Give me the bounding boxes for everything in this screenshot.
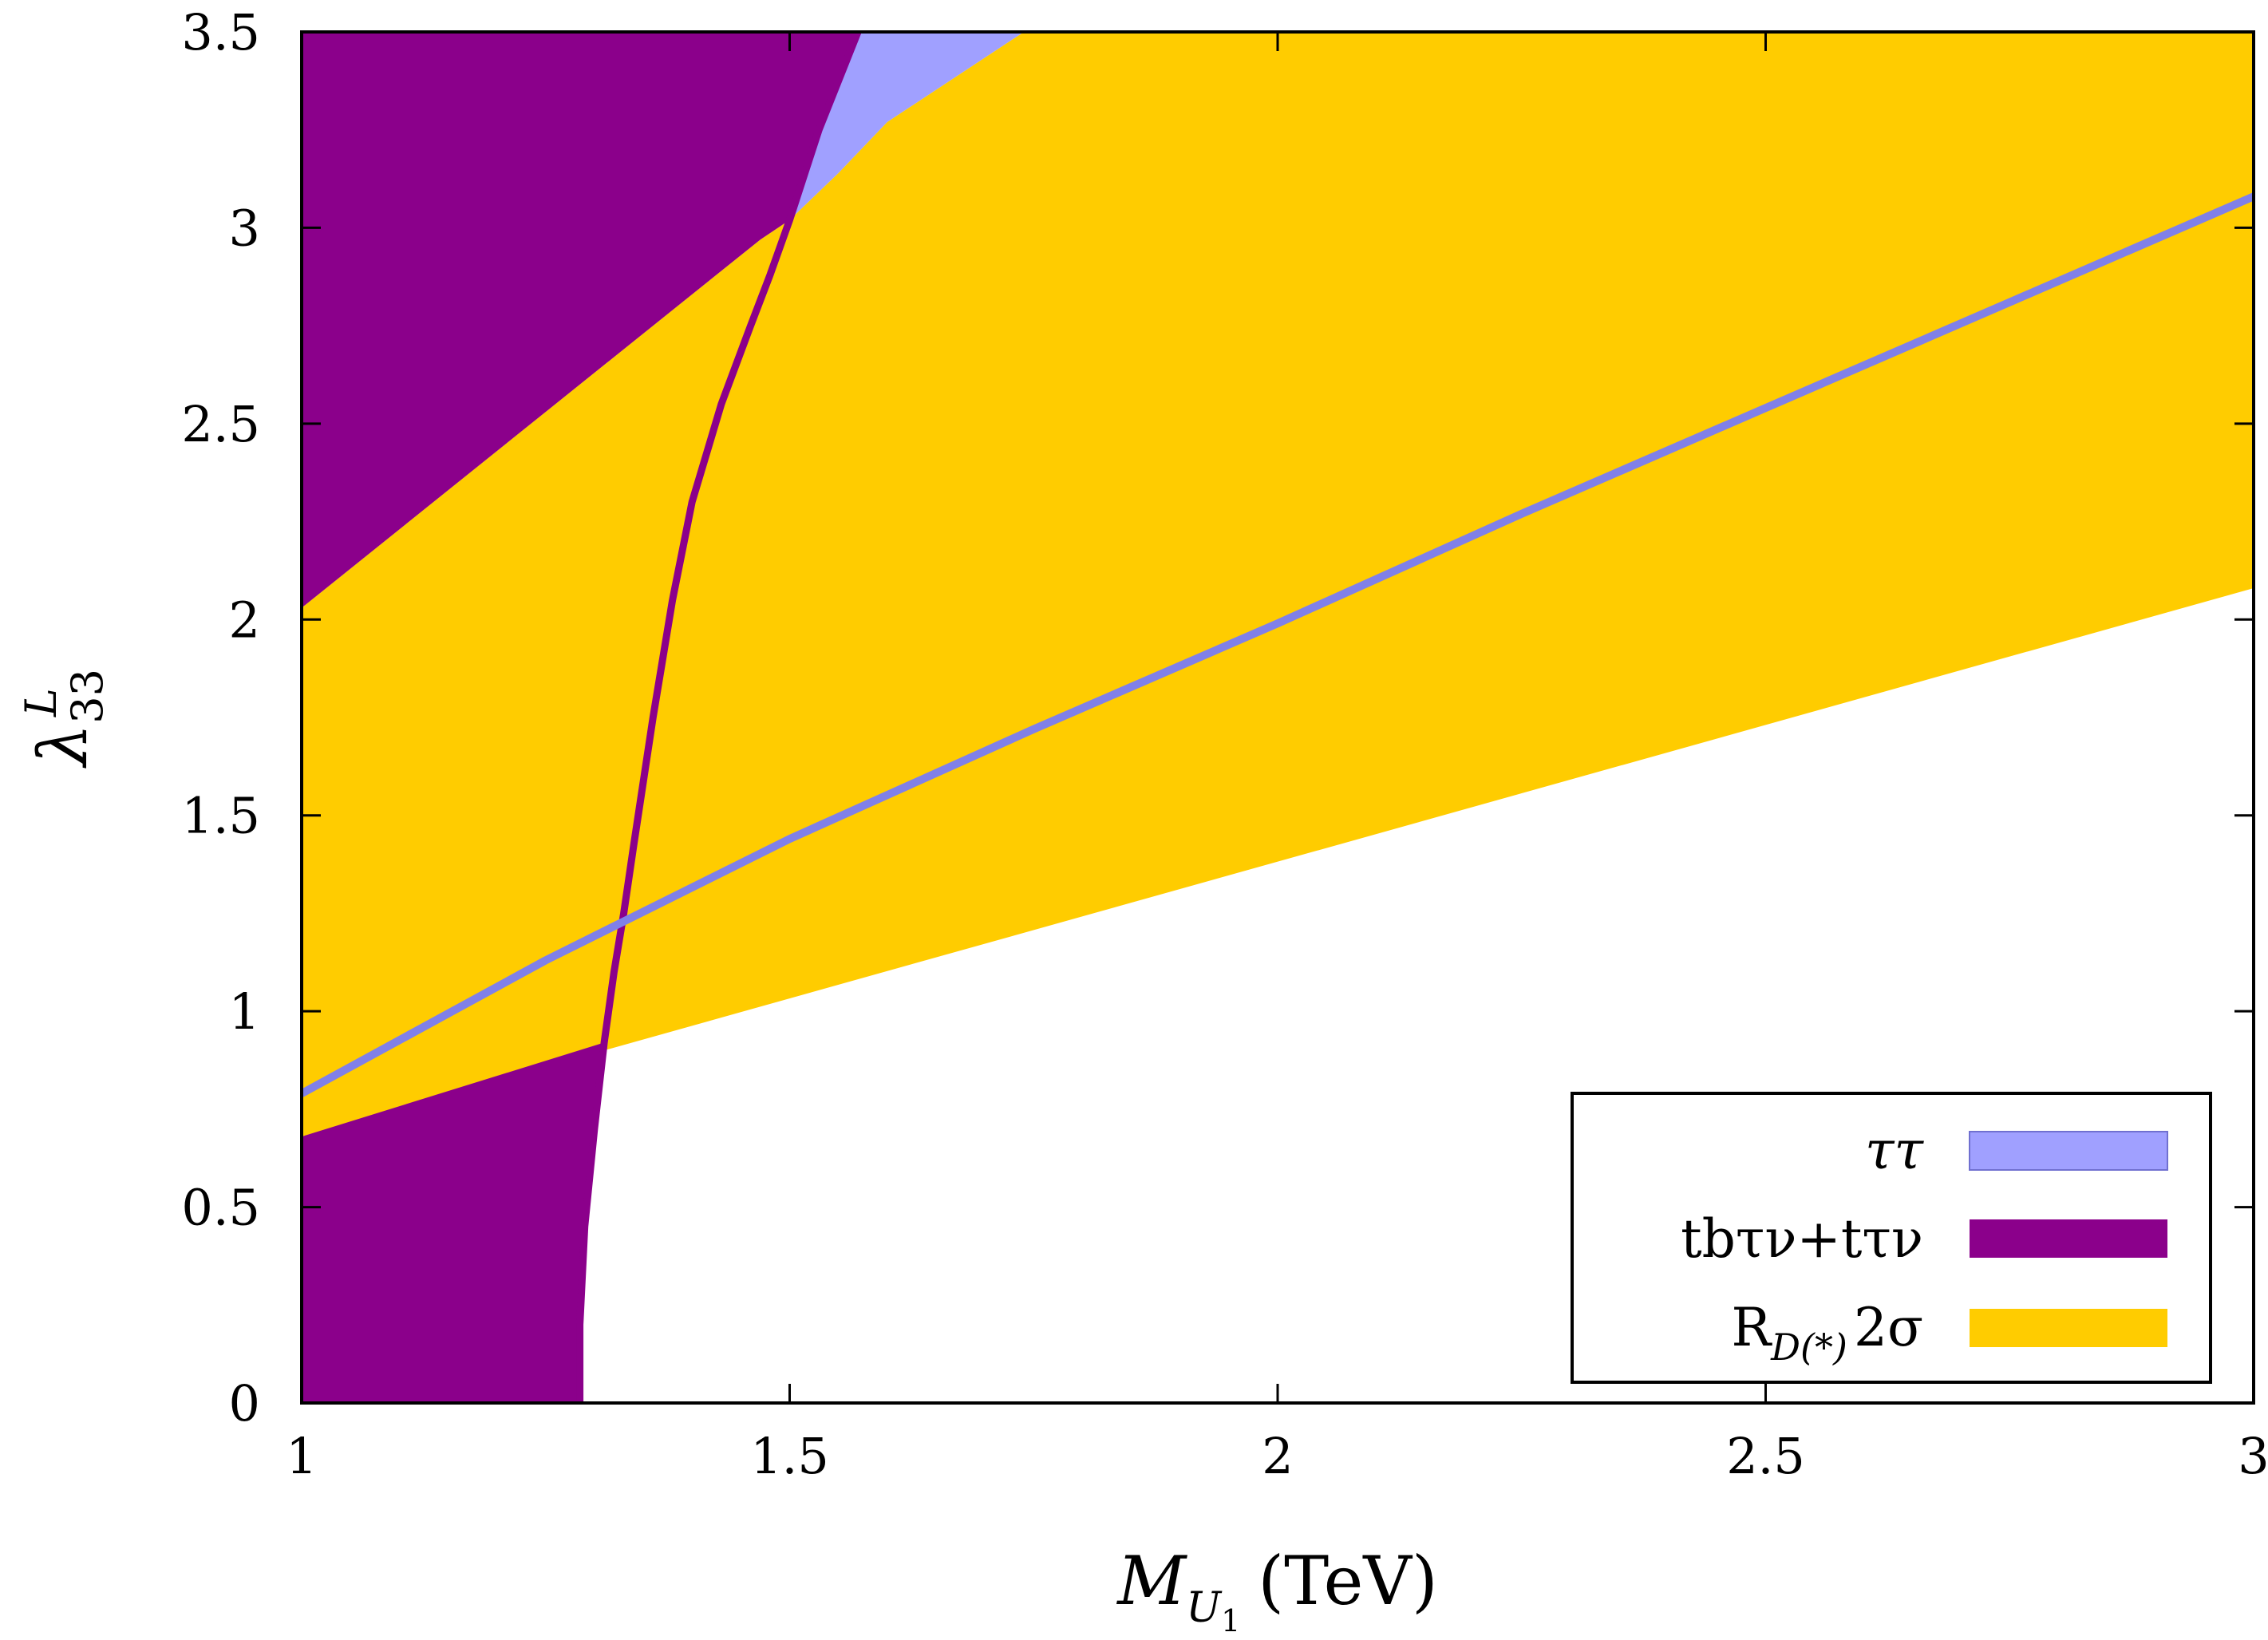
tt-region — [789, 32, 1024, 220]
y-tick-label: 1.5 — [181, 787, 260, 845]
y-tick-label: 0.5 — [181, 1179, 260, 1237]
legend-swatch-tbtaunu — [1970, 1219, 2167, 1258]
y-axis-sup: L — [16, 688, 66, 717]
x-axis-title: MU1 (TeV) — [1116, 1542, 1437, 1636]
legend-label-rd-sub: D(*) — [1770, 1326, 1847, 1369]
tbtaunu-region-lower — [302, 1042, 605, 1403]
legend-label-rd-tail: 2σ — [1854, 1297, 1923, 1358]
y-tick-label: 1 — [229, 982, 260, 1041]
rd-band-region — [302, 32, 2254, 1137]
y-tick-label: 0 — [229, 1374, 260, 1433]
y-tick-label: 3 — [229, 199, 260, 257]
plot-regions — [302, 32, 2254, 1403]
x-tick-label: 2 — [1262, 1427, 1293, 1485]
legend-label-tbtaunu: tbτν+tτν — [1681, 1208, 1923, 1270]
legend: ττ tbτν+tτν RD(*) 2σ — [1571, 1092, 2212, 1384]
legend-label-rd-main: R — [1731, 1297, 1772, 1358]
tbtaunu-boundary-line — [576, 32, 862, 1403]
legend-label-rd: RD(*) 2σ — [1731, 1297, 1923, 1369]
y-axis-symbol: λ — [24, 724, 102, 769]
tbtaunu-region-upper — [302, 32, 859, 608]
tt-line — [302, 192, 2254, 1097]
x-axis-sub: U — [1186, 1584, 1223, 1632]
legend-swatch-rd — [1970, 1309, 2167, 1347]
x-tick-label: 3 — [2238, 1427, 2268, 1485]
y-tick-label: 3.5 — [181, 3, 260, 61]
legend-label-tt: ττ — [1865, 1120, 1925, 1181]
x-axis-unit: (TeV) — [1258, 1542, 1437, 1620]
y-tick-label: 2.5 — [181, 395, 260, 453]
x-axis-subsub: 1 — [1221, 1603, 1240, 1636]
x-tick-label: 1 — [286, 1427, 317, 1485]
y-tick-label: 2 — [229, 591, 260, 649]
y-axis-title: λ33L — [16, 669, 113, 769]
plot-lines — [302, 32, 2254, 1403]
legend-swatch-tt — [1969, 1131, 2168, 1171]
x-tick-label: 1.5 — [750, 1427, 829, 1485]
y-axis-sub: 33 — [62, 669, 113, 724]
axis-ticks: 1 1.5 2 2.5 3 0 0.5 1 1.5 2 2.5 3 3.5 — [181, 3, 2268, 1485]
x-axis-symbol: M — [1116, 1542, 1187, 1620]
x-tick-label: 2.5 — [1726, 1427, 1805, 1485]
